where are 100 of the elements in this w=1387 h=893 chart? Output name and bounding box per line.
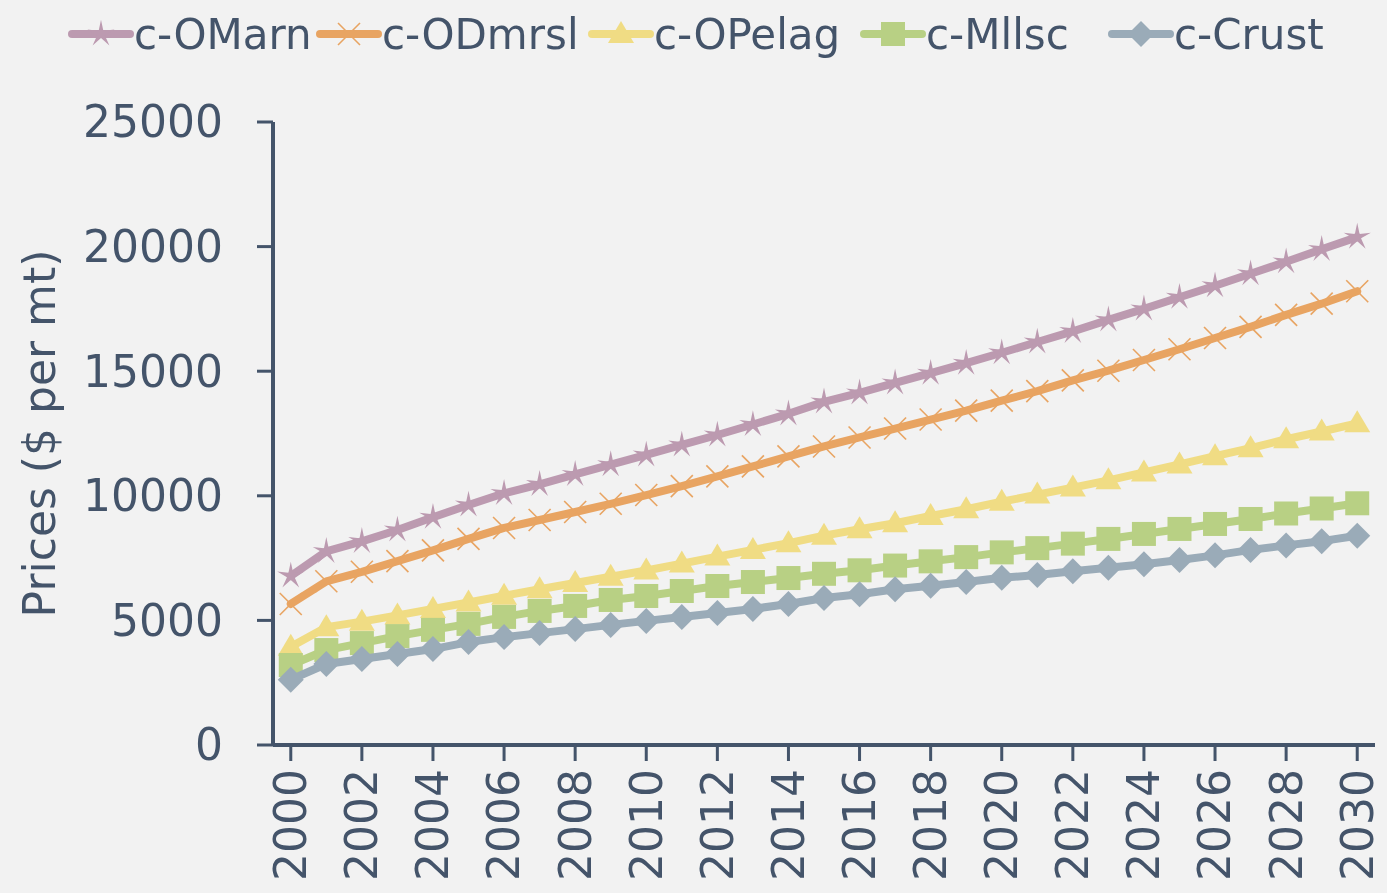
point — [455, 629, 482, 656]
point — [1166, 547, 1193, 574]
point — [384, 602, 411, 625]
y-tick-label: 15000 — [83, 345, 223, 397]
point — [704, 599, 731, 626]
point — [633, 607, 660, 634]
x-tick-label: 2020 — [976, 769, 1028, 881]
x-tick-label: 2012 — [691, 769, 743, 881]
point — [563, 593, 588, 618]
point — [597, 611, 624, 638]
x-tick-label: 2028 — [1260, 769, 1312, 881]
point — [954, 545, 979, 570]
point — [1344, 522, 1371, 549]
point — [1130, 459, 1157, 482]
x-tick-label: 2014 — [762, 769, 814, 881]
point — [1059, 474, 1086, 497]
point — [277, 666, 304, 693]
point — [669, 578, 694, 603]
point — [348, 646, 375, 673]
point — [668, 603, 695, 630]
point — [1202, 443, 1229, 466]
point — [1166, 451, 1193, 474]
point — [633, 557, 660, 580]
point — [1095, 554, 1122, 581]
point — [811, 522, 837, 545]
point — [917, 572, 944, 599]
point — [846, 581, 873, 608]
point — [634, 583, 659, 608]
legend-label: c-OPelag — [654, 10, 841, 59]
point — [668, 550, 695, 573]
y-tick-label: 25000 — [83, 96, 223, 148]
point — [562, 570, 589, 593]
point — [882, 510, 909, 533]
point — [988, 564, 1015, 591]
x-tick-label: 2002 — [336, 769, 388, 881]
legend-label: c-OMarn — [134, 10, 312, 59]
point — [1025, 536, 1050, 561]
point — [1024, 481, 1051, 504]
x-tick-label: 2006 — [478, 769, 530, 881]
point — [1202, 542, 1229, 569]
point — [1308, 418, 1335, 441]
point — [456, 611, 481, 636]
point — [989, 540, 1014, 565]
x-tick-label: 2022 — [1047, 769, 1099, 881]
x-tick-label: 2030 — [1331, 769, 1383, 881]
point — [953, 496, 980, 519]
point — [1096, 526, 1121, 551]
point — [348, 608, 375, 631]
point — [1345, 491, 1370, 516]
point — [739, 595, 766, 622]
y-axis-title: Prices ($ per mt) — [14, 249, 66, 618]
y-tick-label: 20000 — [83, 221, 223, 272]
x-tick-label: 2008 — [549, 769, 601, 881]
point — [1131, 521, 1156, 546]
point — [918, 549, 943, 574]
x-tick-label: 2016 — [833, 769, 885, 881]
legend-label: c-Mllsc — [926, 10, 1069, 59]
point — [1237, 435, 1264, 458]
point — [1274, 501, 1299, 526]
point — [812, 561, 836, 586]
point — [883, 553, 908, 578]
point — [491, 582, 518, 605]
point — [562, 616, 589, 643]
point — [1343, 222, 1371, 249]
point — [1060, 531, 1085, 556]
point — [705, 574, 730, 599]
y-tick-label: 10000 — [83, 470, 223, 522]
point — [1309, 496, 1334, 521]
point — [1238, 506, 1263, 531]
point — [1273, 532, 1300, 559]
point — [1130, 551, 1157, 578]
point — [1308, 528, 1335, 555]
point — [917, 502, 944, 525]
x-tick-label: 2024 — [1118, 769, 1170, 881]
y-tick-label: 0 — [195, 719, 223, 771]
point — [775, 590, 802, 617]
y-tick-label: 5000 — [111, 594, 223, 646]
point — [1237, 536, 1264, 563]
legend-label: c-ODmrsl — [382, 10, 579, 59]
point — [277, 561, 305, 588]
point — [384, 641, 411, 668]
legend-label: c-Crust — [1174, 10, 1324, 59]
point — [740, 570, 765, 595]
point — [1059, 558, 1086, 585]
point — [420, 617, 445, 642]
point — [953, 569, 980, 596]
point — [1167, 516, 1192, 541]
point — [739, 536, 766, 559]
point — [1273, 426, 1300, 449]
point — [776, 566, 801, 591]
point — [988, 488, 1015, 511]
x-tick-label: 2000 — [265, 769, 317, 881]
point — [598, 587, 623, 612]
point — [597, 563, 624, 586]
point — [846, 516, 873, 539]
point — [526, 620, 553, 647]
point — [313, 651, 340, 678]
point — [527, 598, 552, 623]
point — [1095, 467, 1122, 490]
point — [1344, 410, 1371, 433]
